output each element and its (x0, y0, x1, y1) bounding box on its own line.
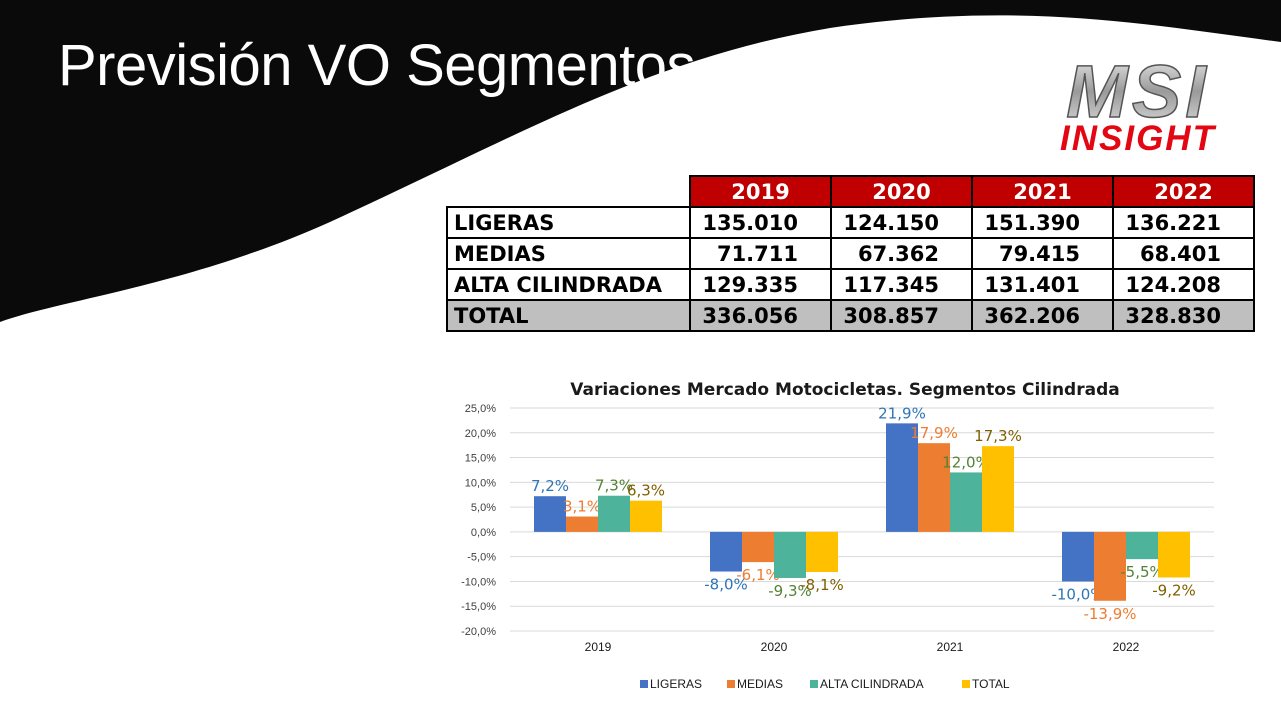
table-row: LIGERAS 135.010 124.150 151.390 136.221 (446, 206, 1255, 239)
table-header-year: 2021 (971, 175, 1114, 208)
bar (742, 531, 774, 563)
data-label: 21,9% (878, 404, 926, 422)
black-swoosh (0, 0, 1281, 322)
data-label: 17,3% (974, 427, 1022, 445)
variation-bar-chart: Variaciones Mercado Motocicletas. Segmen… (461, 380, 1214, 691)
y-tick-label: -10,0% (461, 576, 496, 588)
table-cell: 336.056 (689, 299, 832, 332)
bar (918, 443, 950, 532)
data-label: 7,2% (531, 477, 569, 495)
data-label: 12,0% (942, 453, 990, 471)
legend-label: MEDIAS (737, 677, 783, 691)
table-cell: 67.362 (830, 237, 973, 270)
bar (1126, 531, 1158, 560)
y-tick-label: -5,0% (467, 552, 496, 564)
bar (1094, 531, 1126, 601)
logo-insight-text: INSIGHT (1060, 119, 1217, 158)
table-cell: 308.857 (830, 299, 973, 332)
msi-insight-logo: MSI INSIGHT (1060, 60, 1217, 158)
legend-label: LIGERAS (650, 677, 702, 691)
table-cell: 79.415 (971, 237, 1114, 270)
x-tick-label: 2022 (1113, 640, 1140, 654)
data-label: -9,2% (1152, 581, 1196, 599)
table-cell: 151.390 (971, 206, 1114, 239)
y-tick-label: 10,0% (465, 477, 496, 489)
y-tick-label: -20,0% (461, 626, 496, 638)
table-corner (447, 176, 690, 207)
row-label: ALTA CILINDRADA (446, 268, 691, 301)
bar (534, 496, 566, 532)
page-title: Previsión VO Segmentos (58, 33, 695, 98)
bar (806, 531, 838, 573)
row-label: LIGERAS (446, 206, 691, 239)
bar (950, 472, 982, 532)
table-cell: 124.150 (830, 206, 973, 239)
bar (982, 446, 1014, 532)
chart-title: Variaciones Mercado Motocicletas. Segmen… (570, 380, 1119, 400)
bar (1062, 531, 1094, 582)
x-tick-label: 2019 (585, 640, 612, 654)
y-tick-label: 25,0% (465, 403, 496, 415)
y-tick-label: 20,0% (465, 428, 496, 440)
x-tick-label: 2020 (761, 640, 788, 654)
table-header-year: 2019 (689, 175, 832, 208)
data-label: -8,1% (800, 576, 844, 594)
table-cell: 362.206 (971, 299, 1114, 332)
legend-label: ALTA CILINDRADA (820, 677, 924, 691)
legend-swatch (962, 680, 970, 688)
bar (566, 516, 598, 532)
data-label: -10,0% (1051, 585, 1104, 603)
y-tick-label: -15,0% (461, 601, 496, 613)
data-label: 3,1% (563, 498, 601, 516)
table-row: ALTA CILINDRADA 129.335 117.345 131.401 … (446, 268, 1255, 301)
y-tick-label: 5,0% (471, 502, 496, 514)
table-cell: 131.401 (971, 268, 1114, 301)
table-cell: 68.401 (1112, 237, 1255, 270)
row-label: TOTAL (446, 299, 691, 332)
data-label: 7,3% (595, 477, 633, 495)
table-cell: 129.335 (689, 268, 832, 301)
data-label: -8,0% (704, 576, 748, 594)
table-cell: 328.830 (1112, 299, 1255, 332)
bar (710, 531, 742, 572)
table-header-year: 2020 (830, 175, 973, 208)
data-label: -5,5% (1120, 563, 1164, 581)
table-cell: 117.345 (830, 268, 973, 301)
table-cell: 124.208 (1112, 268, 1255, 301)
table-header-year: 2022 (1112, 175, 1255, 208)
x-tick-label: 2021 (937, 640, 964, 654)
data-label: -9,3% (768, 582, 812, 600)
row-label: MEDIAS (446, 237, 691, 270)
table-row: MEDIAS 71.711 67.362 79.415 68.401 (446, 237, 1255, 270)
y-tick-label: 15,0% (465, 453, 496, 465)
bar (1158, 531, 1190, 578)
legend-swatch (727, 680, 735, 688)
table-header-row: 2019 2020 2021 2022 (447, 175, 1255, 208)
bar (630, 500, 662, 532)
table-total-row: TOTAL 336.056 308.857 362.206 328.830 (446, 299, 1255, 332)
table-cell: 135.010 (689, 206, 832, 239)
bar (886, 423, 918, 532)
legend-swatch (810, 680, 818, 688)
data-label: -6,1% (736, 566, 780, 584)
table-cell: 71.711 (689, 237, 832, 270)
data-label: 6,3% (627, 482, 665, 500)
data-label: 17,9% (910, 424, 958, 442)
bar (598, 495, 630, 532)
legend-label: TOTAL (972, 677, 1010, 691)
sales-table: 2019 2020 2021 2022 LIGERAS 135.010 124.… (446, 175, 1255, 332)
table-cell: 136.221 (1112, 206, 1255, 239)
bar (774, 531, 806, 578)
data-label: -13,9% (1083, 605, 1136, 623)
logo-msi-text: MSI (1066, 60, 1210, 133)
y-tick-label: 0,0% (471, 527, 496, 539)
legend-swatch (640, 680, 648, 688)
